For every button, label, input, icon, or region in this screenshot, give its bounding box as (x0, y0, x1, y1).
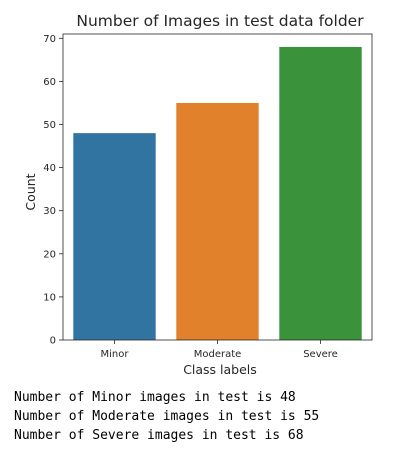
x-axis-label: Class labels (183, 362, 257, 377)
console-output: Number of Minor images in test is 48 Num… (14, 388, 319, 445)
y-tick-label: 40 (43, 163, 56, 174)
plot-frame (62, 33, 373, 341)
bar-severe (279, 46, 362, 341)
y-axis-ticks: 0 10 20 30 40 50 60 70 (43, 34, 63, 347)
x-axis-ticks: Minor Moderate Severe (101, 340, 338, 360)
output-line-minor: Number of Minor images in test is 48 (14, 390, 296, 405)
bar-moderate (176, 102, 259, 340)
y-tick-label: 60 (43, 77, 56, 88)
y-tick-label: 0 (50, 336, 56, 347)
y-tick-label: 10 (43, 292, 56, 303)
x-tick-label-severe: Severe (303, 349, 338, 360)
y-tick-label: 20 (43, 249, 56, 260)
x-tick-label-moderate: Moderate (194, 349, 242, 360)
output-line-moderate: Number of Moderate images in test is 55 (14, 409, 320, 424)
y-tick-label: 50 (43, 120, 56, 131)
y-tick-label: 70 (43, 34, 56, 45)
output-line-severe: Number of Severe images in test is 68 (14, 428, 304, 443)
y-tick-label: 30 (43, 206, 56, 217)
bar-minor (73, 133, 156, 340)
x-tick-label-minor: Minor (101, 349, 130, 360)
bar-chart: Number of Images in test data folder 0 10… (23, 12, 373, 377)
y-axis-label: Count (23, 173, 38, 210)
bars (73, 46, 362, 341)
chart-title: Number of Images in test data folder (76, 12, 364, 30)
